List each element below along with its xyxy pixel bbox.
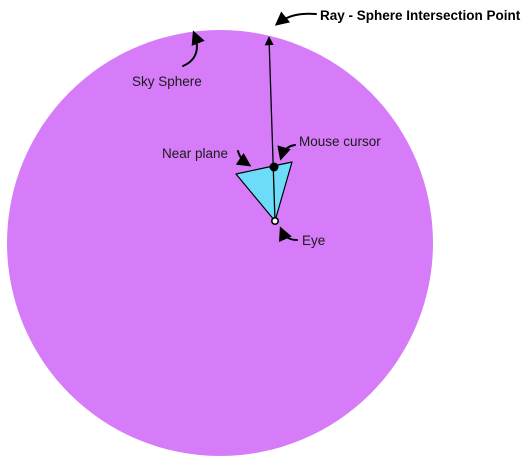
eye-pointer-arrow	[278, 226, 298, 243]
sky-sphere-pointer-arrow	[182, 30, 205, 67]
mouse-cursor-label: Mouse cursor	[299, 134, 381, 149]
mouse-cursor-pointer-arrow	[277, 144, 296, 161]
intersection-label: Ray - Sphere Intersection Point	[320, 8, 521, 23]
eye-point	[270, 217, 279, 226]
near-plane-pointer-arrow	[235, 150, 252, 167]
mouse-cursor-point	[269, 162, 279, 172]
sky-sphere-label: Sky Sphere	[132, 74, 202, 89]
eye-label: Eye	[302, 233, 325, 248]
intersection-pointer-arrow	[274, 11, 317, 26]
ray-line	[264, 36, 276, 222]
near-plane-frustum	[235, 161, 293, 222]
sky-sphere	[7, 30, 433, 456]
near-plane-label: Near plane	[162, 146, 228, 161]
